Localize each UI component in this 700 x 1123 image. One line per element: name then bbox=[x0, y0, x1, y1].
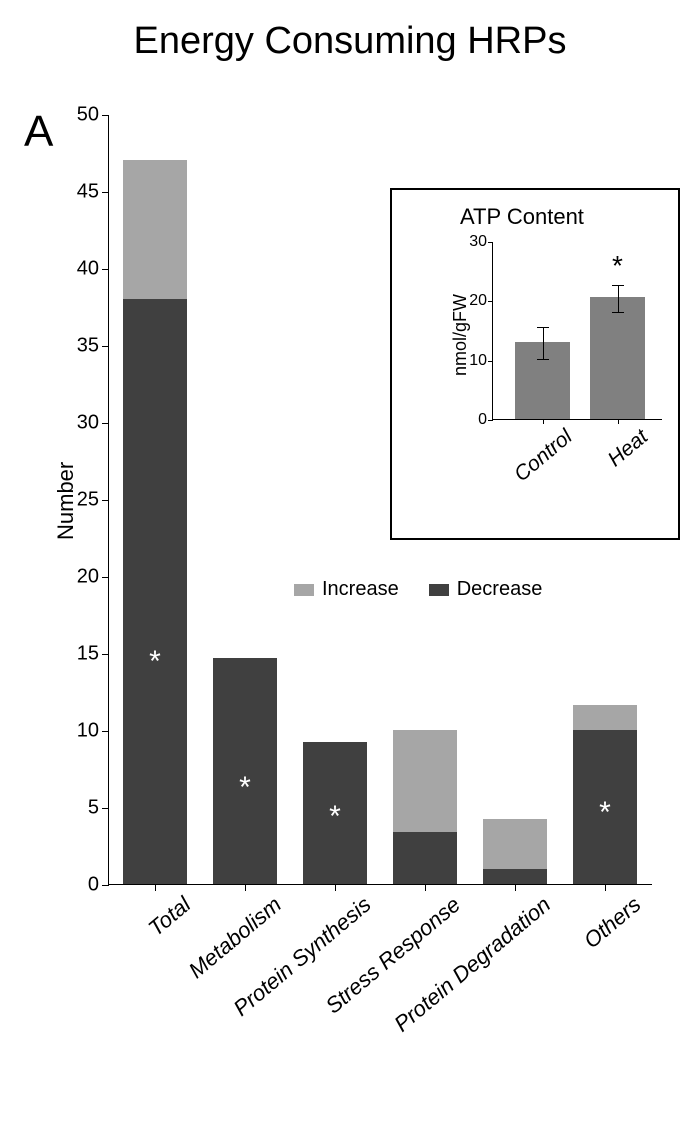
chart-a-bar-decrease bbox=[393, 832, 457, 884]
chart-a-ytick-label: 35 bbox=[77, 335, 109, 358]
chart-a-xtick bbox=[605, 884, 606, 891]
chart-a-ytick-label: 20 bbox=[77, 566, 109, 589]
legend-swatch bbox=[294, 584, 314, 596]
panel-label-a-text: A bbox=[24, 107, 53, 156]
chart-b-title: ATP Content bbox=[460, 204, 584, 230]
chart-a-xtick bbox=[245, 884, 246, 891]
chart-a-category-label: Others bbox=[572, 884, 646, 954]
chart-a-ytick-label: 30 bbox=[77, 412, 109, 435]
significance-star-icon: * bbox=[599, 796, 611, 830]
chart-b-ylabel: nmol/gFW bbox=[450, 294, 471, 376]
legend-label: Increase bbox=[322, 578, 399, 601]
chart-a-ytick-label: 25 bbox=[77, 489, 109, 512]
chart-b-ytick-label: 10 bbox=[469, 352, 493, 370]
legend-label: Decrease bbox=[457, 578, 543, 601]
chart-b-xtick bbox=[543, 419, 544, 424]
significance-star-icon: * bbox=[329, 800, 341, 834]
chart-b-plot: 0102030Control*Heat bbox=[492, 242, 662, 420]
chart-a-ytick-label: 50 bbox=[77, 104, 109, 127]
chart-a-xtick bbox=[155, 884, 156, 891]
chart-a-ytick-label: 5 bbox=[88, 797, 109, 820]
chart-a-bar-increase bbox=[123, 160, 187, 299]
chart-a-xtick bbox=[335, 884, 336, 891]
chart-a-bar-decrease bbox=[123, 299, 187, 884]
chart-b-ytick-label: 0 bbox=[478, 411, 493, 429]
chart-a-xtick bbox=[515, 884, 516, 891]
panel-label-a: A bbox=[24, 107, 53, 157]
chart-a-ytick-label: 15 bbox=[77, 643, 109, 666]
chart-a-ylabel: Number bbox=[53, 462, 79, 540]
legend-swatch bbox=[429, 584, 449, 596]
significance-star-icon: * bbox=[612, 250, 623, 282]
significance-star-icon: * bbox=[239, 771, 251, 805]
chart-b-xtick bbox=[618, 419, 619, 424]
chart-a-ytick-label: 40 bbox=[77, 258, 109, 281]
chart-title-text: Energy Consuming HRPs bbox=[134, 20, 567, 62]
chart-b-ytick-label: 30 bbox=[469, 233, 493, 251]
chart-a-category-label: Protein Degradation bbox=[383, 884, 556, 1037]
chart-a-xtick bbox=[425, 884, 426, 891]
chart-a-legend: Increase Decrease bbox=[294, 578, 564, 601]
chart-a-bar-increase bbox=[393, 730, 457, 832]
chart-a-bar-increase bbox=[483, 819, 547, 868]
chart-a-category-label: Total bbox=[137, 884, 196, 942]
chart-a-bar-decrease bbox=[483, 869, 547, 884]
significance-star-icon: * bbox=[149, 645, 161, 679]
chart-a-ytick-label: 10 bbox=[77, 720, 109, 743]
chart-title: Energy Consuming HRPs bbox=[0, 20, 700, 63]
chart-b-ytick-label: 20 bbox=[469, 292, 493, 310]
chart-a-ytick-label: 45 bbox=[77, 181, 109, 204]
chart-a-ytick-label: 0 bbox=[88, 874, 109, 897]
chart-a-bar-increase bbox=[573, 705, 637, 730]
chart-b-bar bbox=[590, 297, 645, 419]
